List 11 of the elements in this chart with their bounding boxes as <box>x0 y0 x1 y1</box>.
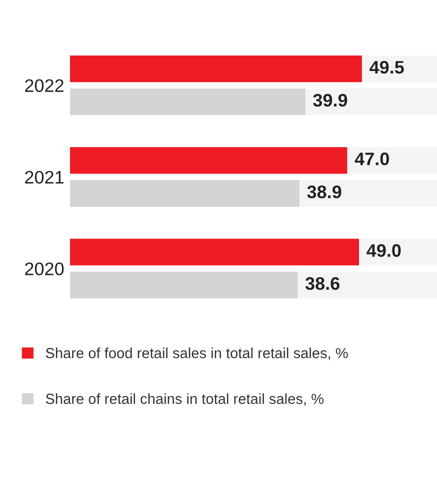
y-tick-label: 2020 <box>25 262 64 276</box>
legend-label: Share of food retail sales in total retail sales, % <box>46 348 348 360</box>
data-label: 38.6 <box>305 277 340 290</box>
y-tick-label: 2022 <box>25 79 64 92</box>
data-label: 38.9 <box>307 185 342 198</box>
legend-label: Share of retail chains in total retail sales, % <box>46 393 324 406</box>
data-label: 47.0 <box>354 152 389 166</box>
data-label: 39.9 <box>313 94 348 107</box>
data-label: 49.5 <box>370 60 404 74</box>
data-label: 49.0 <box>366 244 401 257</box>
y-tick-label: 2021 <box>25 170 64 184</box>
